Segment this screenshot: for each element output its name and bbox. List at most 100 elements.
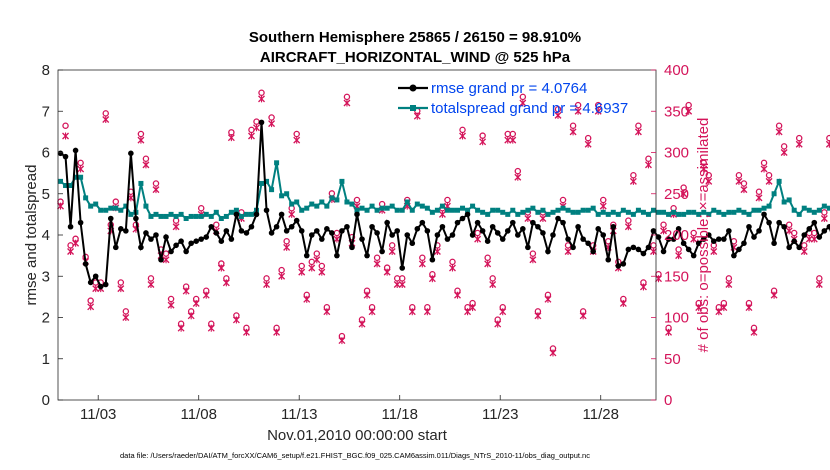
rmse-point	[384, 219, 390, 226]
rmse-point	[575, 223, 581, 230]
obs-assimilated-marker	[227, 134, 235, 142]
obs-possible-marker	[449, 258, 456, 266]
obs-assimilated-marker	[258, 95, 265, 103]
totalspread-point	[686, 209, 692, 215]
obs-possible-marker	[489, 275, 496, 282]
obs-possible-marker	[775, 122, 783, 130]
totalspread-point	[264, 178, 270, 184]
rmse-point	[766, 219, 772, 226]
totalspread-point	[570, 209, 576, 215]
obs-assimilated-marker	[655, 275, 662, 283]
obs-assimilated-marker	[660, 227, 667, 235]
obs-assimilated-marker	[117, 285, 125, 293]
totalspread-point	[495, 207, 501, 213]
rmse-point	[570, 244, 576, 251]
rmse-point	[203, 234, 210, 240]
obs-assimilated-marker	[253, 124, 260, 132]
rmse-point	[726, 228, 732, 234]
totalspread-point	[671, 209, 677, 215]
obs-assimilated-marker	[368, 308, 376, 316]
rmse-point	[761, 211, 767, 218]
obs-assimilated-marker	[710, 248, 718, 255]
totalspread-point	[309, 201, 315, 207]
rmse-point	[238, 228, 245, 234]
totalspread-point	[344, 199, 350, 205]
obs-assimilated-marker	[639, 283, 647, 291]
totalspread-point	[650, 207, 656, 213]
rmse-point	[243, 230, 250, 236]
totalspread-point	[143, 203, 149, 209]
totalspread-point	[555, 207, 561, 213]
rmse-point	[138, 244, 144, 251]
totalspread-point	[455, 207, 461, 213]
rmse-point	[123, 228, 129, 234]
obs-possible-marker	[785, 221, 793, 228]
rmse-point	[339, 228, 345, 234]
obs-assimilated-marker	[760, 165, 768, 173]
totalspread-point	[545, 211, 551, 217]
obs-possible-marker	[780, 143, 788, 150]
rmse-point	[710, 238, 717, 244]
totalspread-point	[535, 209, 541, 215]
totalspread-point	[575, 209, 581, 215]
axes-layer: 0 1 2 3 4 5 6 7 8 0 50 100 150 200 250 300 350 400 11/03 11…	[42, 62, 689, 423]
totalspread-point	[656, 209, 662, 215]
rmse-point	[645, 244, 652, 251]
totalspread-point	[696, 211, 702, 217]
rmse-point	[781, 223, 787, 230]
totalspread-point	[540, 207, 546, 213]
obs-possible-marker	[630, 171, 637, 179]
rmse-point	[128, 150, 134, 157]
obs-assimilated-marker	[383, 268, 391, 276]
obs-possible-marker	[509, 130, 517, 138]
totalspread-point	[480, 209, 486, 215]
totalspread-point	[113, 205, 119, 211]
rmse-point	[118, 226, 124, 232]
rmse-point	[369, 223, 375, 230]
rmse-point	[57, 150, 64, 157]
rmse-point	[258, 119, 265, 126]
totalspread-point	[485, 211, 491, 217]
legend-rmse-marker	[409, 84, 417, 92]
totalspread-point	[284, 191, 290, 197]
totalspread-point	[178, 211, 184, 217]
totalspread-point	[98, 207, 104, 213]
totalspread-point	[590, 205, 596, 211]
obs-possible-marker	[569, 122, 577, 130]
obs-assimilated-marker	[298, 268, 306, 276]
rmse-point	[67, 223, 74, 230]
obs-assimilated-marker	[820, 215, 828, 222]
obs-assimilated-marker	[152, 186, 160, 194]
obs-possible-marker	[755, 188, 763, 195]
totalspread-point	[424, 205, 430, 211]
rmse-point	[600, 232, 607, 238]
obs-possible-marker	[318, 262, 326, 270]
rmse-point	[655, 234, 662, 240]
obs-assimilated-marker	[549, 349, 557, 357]
obs-assimilated-marker	[529, 256, 537, 264]
totalspread-point	[736, 207, 742, 213]
legend-spread-marker	[410, 105, 416, 111]
totalspread-point	[414, 201, 420, 207]
obs-assimilated-marker	[504, 136, 512, 144]
totalspread-point	[319, 199, 325, 205]
x-tick-label: 11/23	[482, 406, 518, 423]
totalspread-point	[188, 213, 194, 219]
obs-assimilated-marker	[675, 252, 683, 260]
totalspread-point	[394, 207, 400, 213]
rmse-point	[610, 223, 617, 230]
obs-assimilated-marker	[338, 337, 346, 345]
rmse-point	[705, 232, 712, 238]
chart-title-line1: Southern Hemisphere 25865 / 26150 = 98.9…	[249, 29, 581, 46]
obs-possible-marker	[278, 266, 285, 274]
rmse-point	[550, 232, 556, 238]
obs-assimilated-marker	[167, 301, 175, 309]
totalspread-point	[364, 207, 370, 213]
obs-assimilated-marker	[795, 140, 803, 148]
obs-assimilated-marker	[544, 295, 552, 303]
obs-assimilated-marker	[303, 295, 311, 303]
obs-assimilated-marker	[735, 177, 743, 185]
obs-assimilated-marker	[519, 99, 527, 107]
totalspread-point	[701, 209, 707, 215]
rmse-point	[464, 211, 471, 218]
